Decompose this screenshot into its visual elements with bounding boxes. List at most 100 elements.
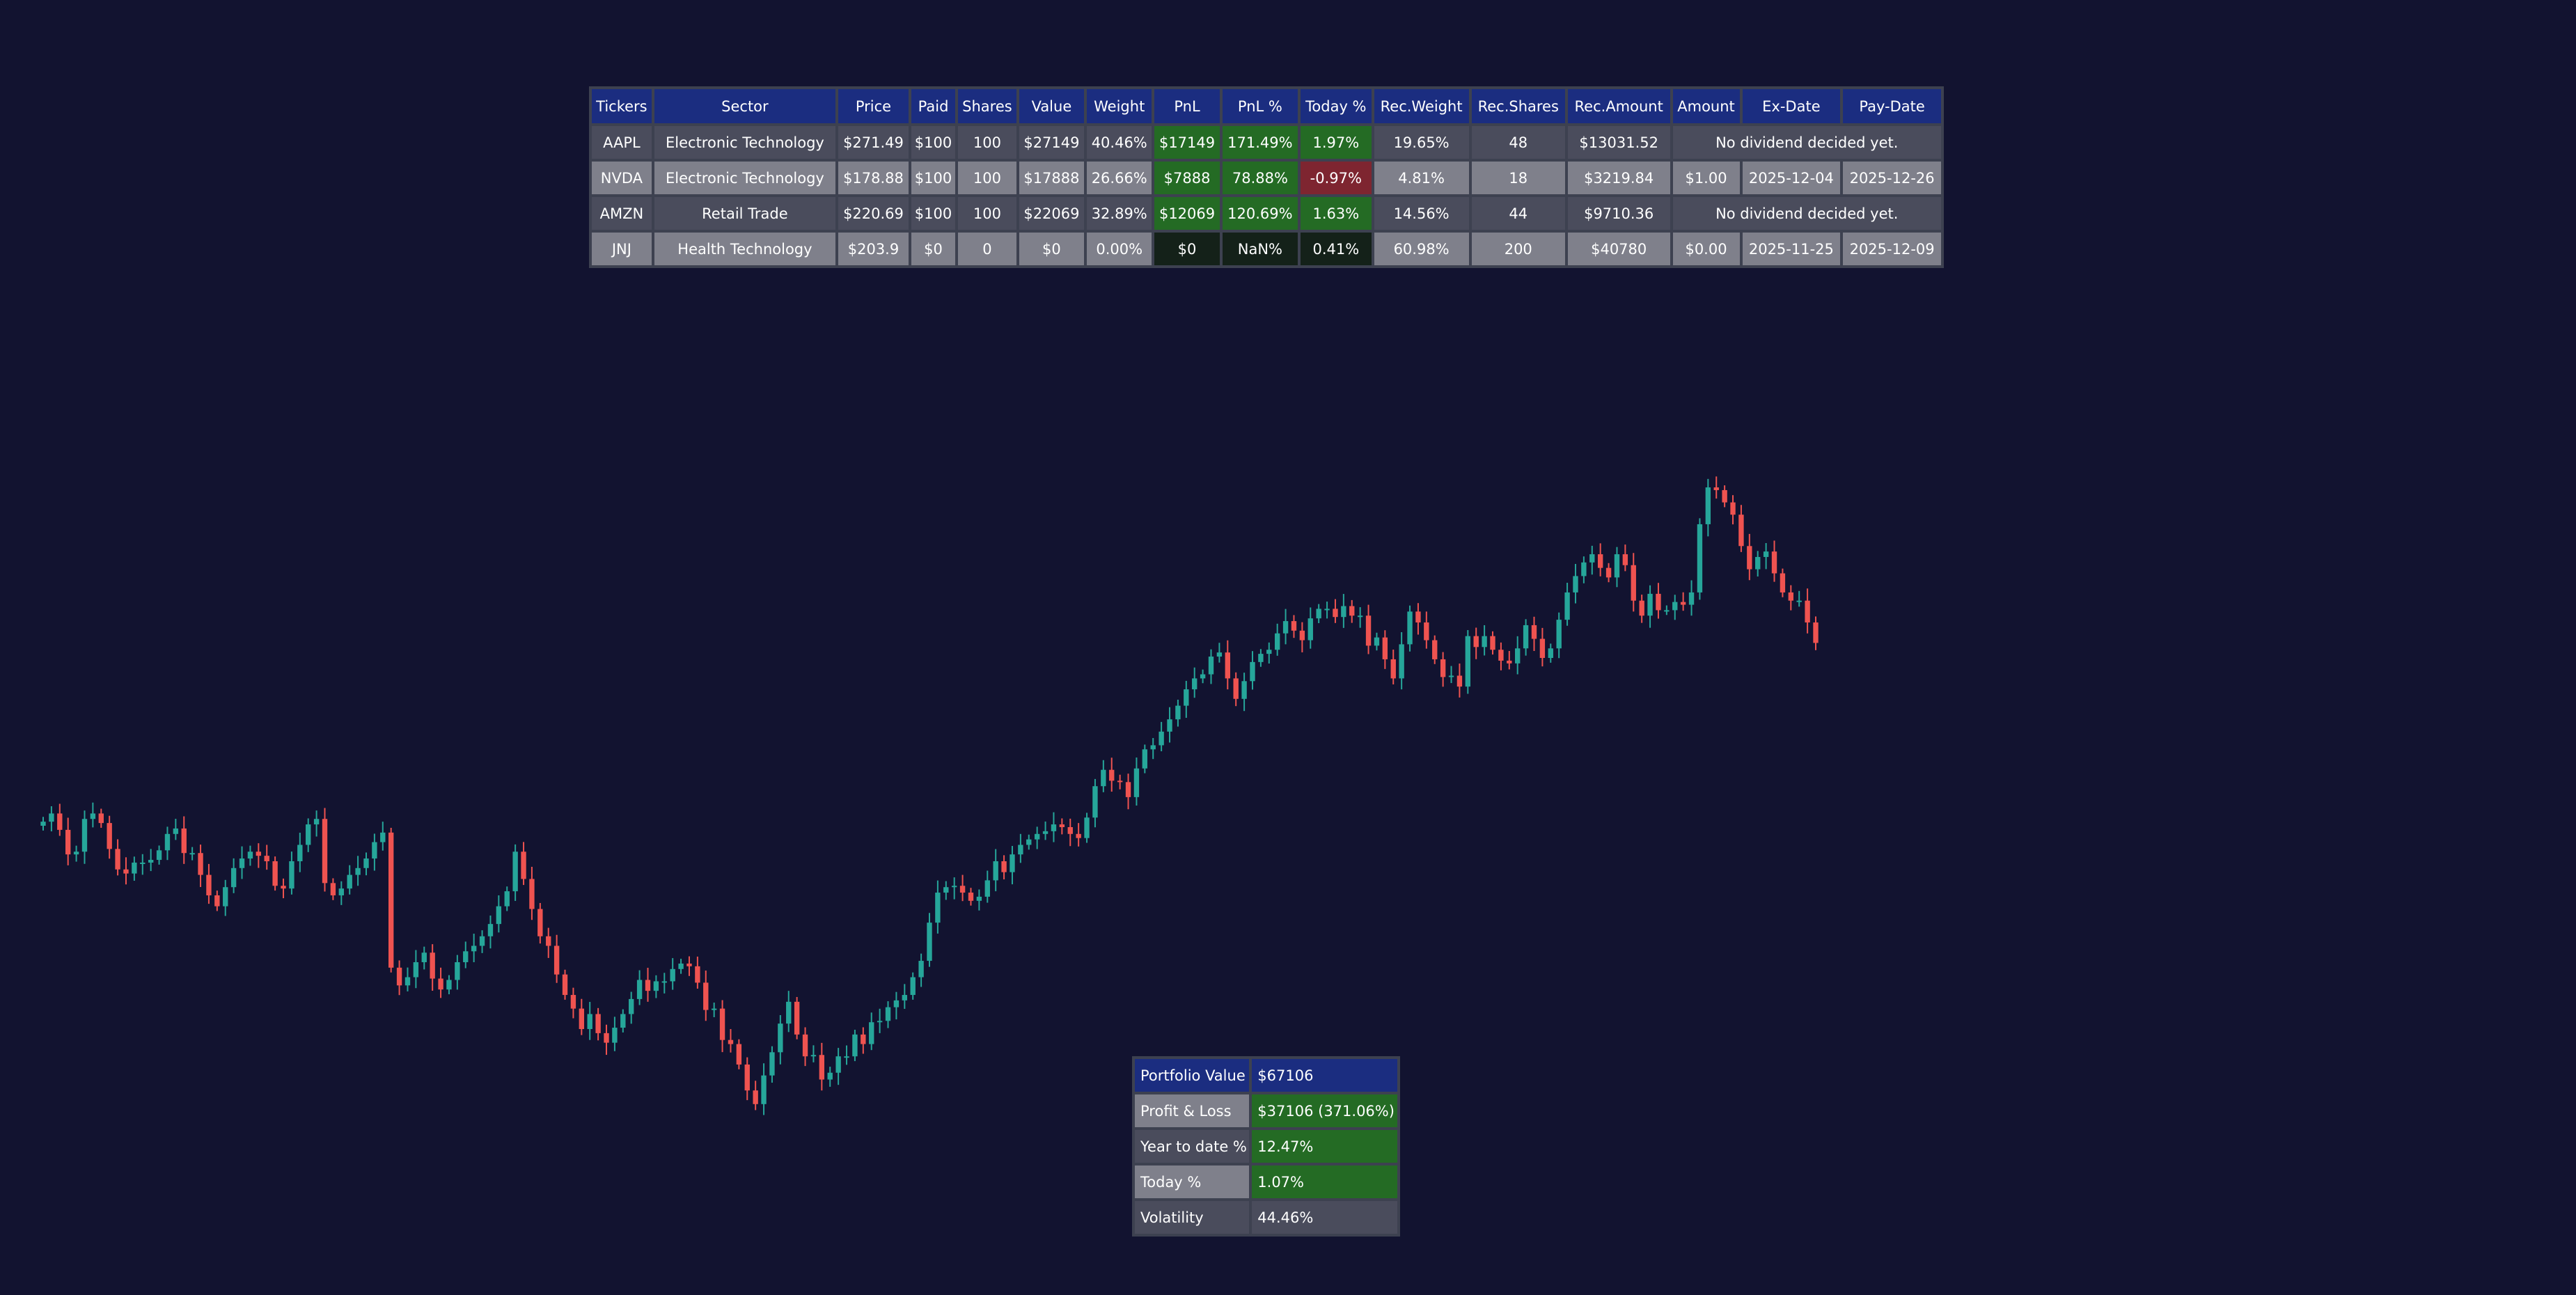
candle-body bbox=[214, 895, 220, 907]
candle-body bbox=[827, 1072, 833, 1080]
candle-body bbox=[587, 1014, 592, 1030]
candle-body bbox=[993, 861, 998, 881]
candle-body bbox=[885, 1007, 891, 1021]
candle-body bbox=[1647, 593, 1653, 616]
candle-body bbox=[405, 977, 411, 986]
candle-body bbox=[1092, 786, 1098, 818]
candle-body bbox=[612, 1028, 618, 1043]
candle-body bbox=[703, 982, 709, 1010]
pay-date-cell: 2025-12-09 bbox=[1840, 230, 1944, 268]
price-cell: $178.88 bbox=[835, 159, 911, 197]
candle-body bbox=[363, 858, 369, 868]
candle-body bbox=[629, 998, 634, 1014]
candle-body bbox=[90, 813, 96, 819]
candle-body bbox=[1390, 659, 1396, 679]
candle-body bbox=[869, 1022, 874, 1044]
candle-body bbox=[1448, 675, 1454, 677]
header-weight: Weight bbox=[1084, 86, 1155, 126]
candle-body bbox=[1631, 565, 1636, 601]
candle-body bbox=[1316, 609, 1321, 619]
candle-body bbox=[1747, 546, 1752, 570]
header-today-pct: Today % bbox=[1298, 86, 1374, 126]
ticker-cell: AAPL bbox=[589, 123, 654, 162]
candle-body bbox=[181, 828, 187, 854]
candle-body bbox=[1482, 636, 1487, 648]
candle-body bbox=[1813, 622, 1819, 643]
candle-body bbox=[1084, 817, 1090, 838]
candle-body bbox=[778, 1023, 783, 1053]
candle-body bbox=[1407, 611, 1413, 645]
summary-label: Year to date % bbox=[1131, 1127, 1252, 1166]
candle-body bbox=[40, 822, 46, 826]
candle-body bbox=[173, 828, 179, 834]
candle-body bbox=[223, 887, 228, 907]
header-shares: Shares bbox=[955, 86, 1019, 126]
header-tickers: Tickers bbox=[589, 86, 654, 126]
header-pay-date: Pay-Date bbox=[1840, 86, 1944, 126]
candle-body bbox=[1738, 515, 1744, 547]
rec-amount-cell: $40780 bbox=[1564, 230, 1673, 268]
candle-body bbox=[1796, 600, 1802, 602]
candle-body bbox=[1357, 615, 1363, 618]
candle-body bbox=[347, 874, 352, 889]
candle-body bbox=[156, 850, 162, 861]
dividend-amount-cell: $1.00 bbox=[1670, 159, 1743, 197]
candle-body bbox=[653, 981, 659, 991]
candle-body bbox=[670, 968, 675, 982]
weight-cell: 40.46% bbox=[1084, 123, 1155, 162]
weight-cell: 26.66% bbox=[1084, 159, 1155, 197]
candle-body bbox=[446, 980, 452, 990]
candle-body bbox=[943, 887, 949, 893]
candle-body bbox=[1697, 524, 1703, 592]
value-cell: $22069 bbox=[1016, 194, 1087, 233]
candle-body bbox=[852, 1034, 858, 1057]
rec-weight-cell: 14.56% bbox=[1371, 194, 1472, 233]
candle-body bbox=[753, 1090, 758, 1104]
candle-body bbox=[264, 856, 269, 861]
header-paid: Paid bbox=[908, 86, 959, 126]
candle-body bbox=[686, 963, 692, 966]
candle-body bbox=[504, 891, 510, 907]
candle-body bbox=[1117, 780, 1123, 783]
candle-body bbox=[1175, 705, 1181, 720]
candle-body bbox=[1291, 621, 1297, 631]
candle-body bbox=[1523, 625, 1529, 649]
dividend-note-cell: No dividend decided yet. bbox=[1670, 123, 1944, 162]
candle-body bbox=[281, 886, 286, 889]
candle-body bbox=[1672, 602, 1678, 611]
candle-body bbox=[604, 1033, 609, 1043]
candle-body bbox=[1763, 551, 1769, 557]
candle-body bbox=[1771, 551, 1777, 574]
candle-body bbox=[537, 909, 543, 936]
candle-body bbox=[430, 952, 435, 979]
summary-value: $37106 (371.06%) bbox=[1249, 1092, 1400, 1130]
candle-body bbox=[1780, 573, 1786, 592]
candle-body bbox=[81, 819, 88, 852]
candle-body bbox=[1730, 502, 1736, 515]
rec-shares-cell: 44 bbox=[1468, 194, 1568, 233]
ticker-cell: NVDA bbox=[589, 159, 654, 197]
summary-value: $67106 bbox=[1249, 1056, 1400, 1094]
paid-cell: $100 bbox=[908, 123, 959, 162]
candle-body bbox=[1515, 648, 1521, 664]
candle-body bbox=[935, 893, 941, 923]
rec-weight-cell: 19.65% bbox=[1371, 123, 1472, 162]
rec-shares-cell: 200 bbox=[1468, 230, 1568, 268]
pnl-cell: $7888 bbox=[1152, 159, 1223, 197]
candle-body bbox=[148, 860, 154, 863]
candle-body bbox=[794, 1001, 800, 1035]
candle-body bbox=[1341, 606, 1346, 618]
candle-body bbox=[1374, 637, 1380, 646]
candle-body bbox=[835, 1056, 841, 1073]
candle-body bbox=[322, 819, 328, 884]
candle-body bbox=[239, 858, 245, 868]
candle-body bbox=[1125, 782, 1131, 797]
candle-body bbox=[421, 952, 427, 962]
value-cell: $27149 bbox=[1016, 123, 1087, 162]
sector-cell: Health Technology bbox=[651, 230, 839, 268]
candle-body bbox=[1490, 636, 1495, 650]
ticker-cell: JNJ bbox=[589, 230, 654, 268]
rec-shares-cell: 48 bbox=[1468, 123, 1568, 162]
candle-body bbox=[810, 1055, 817, 1057]
candle-body bbox=[1307, 618, 1313, 641]
